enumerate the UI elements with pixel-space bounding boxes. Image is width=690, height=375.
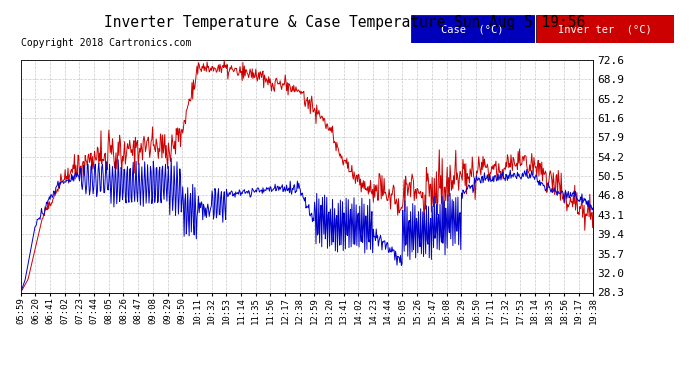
Text: Inver ter  (°C): Inver ter (°C) (558, 24, 652, 34)
Text: Inverter Temperature & Case Temperature Sun Aug 5 19:56: Inverter Temperature & Case Temperature … (104, 15, 586, 30)
Text: Case  (°C): Case (°C) (442, 24, 504, 34)
Text: Copyright 2018 Cartronics.com: Copyright 2018 Cartronics.com (21, 38, 191, 48)
